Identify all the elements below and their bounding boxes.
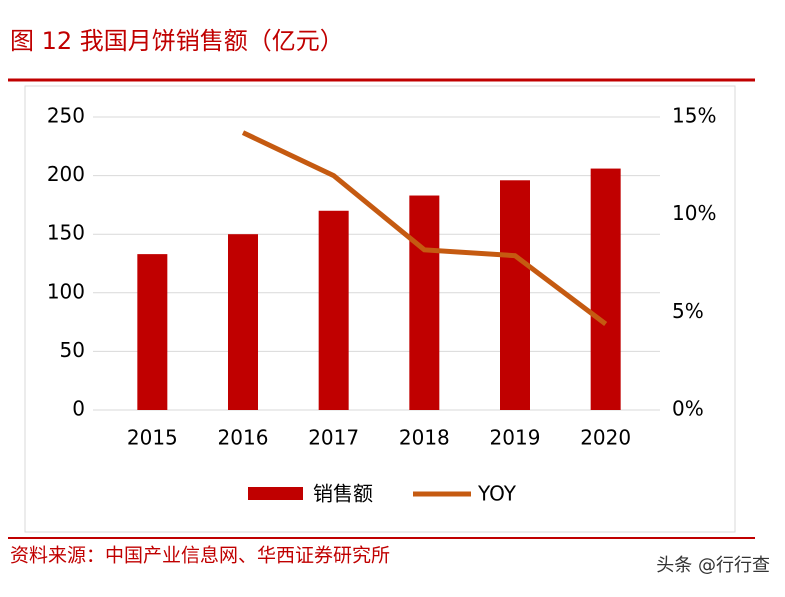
x-tick-label: 2016 bbox=[218, 426, 269, 450]
legend-label: YOY bbox=[477, 482, 517, 506]
y-tick-label: 50 bbox=[60, 338, 85, 362]
title: 图 12 我国月饼销售额（亿元） bbox=[10, 27, 344, 55]
plot: 0 50 100 150 200 250 0% 5% 10% 15% 2015 2016 2017 201… bbox=[47, 104, 717, 506]
x-tick-label: 2018 bbox=[399, 426, 450, 450]
y-tick-label: 250 bbox=[47, 104, 85, 128]
chart-frame bbox=[24, 85, 736, 533]
x-tick-label: 2019 bbox=[490, 426, 541, 450]
y2-tick-label: 10% bbox=[672, 201, 716, 225]
legend-label: 销售额 bbox=[313, 482, 373, 506]
y-tick-label: 0 bbox=[72, 397, 85, 421]
bar bbox=[318, 210, 349, 410]
line bbox=[241, 130, 608, 327]
y-tick-label: 200 bbox=[47, 162, 85, 186]
y-tick-label: 100 bbox=[47, 279, 85, 303]
bar bbox=[228, 234, 258, 410]
y2-tick-label: 0% bbox=[672, 397, 704, 421]
bar bbox=[409, 195, 440, 410]
y2-tick-label: 15% bbox=[672, 104, 716, 128]
x-tick-label: 2015 bbox=[127, 426, 178, 450]
x-tick-label: 2020 bbox=[580, 426, 631, 450]
bar bbox=[500, 180, 530, 410]
source: 资料来源：中国产业信息网、华西证券研究所 bbox=[10, 545, 390, 567]
watermark: 头条 @行行查 bbox=[656, 555, 770, 576]
bar bbox=[590, 168, 621, 410]
bar bbox=[137, 254, 168, 410]
x-tick-label: 2017 bbox=[308, 426, 359, 450]
y2-tick-label: 5% bbox=[672, 299, 704, 323]
legend-swatch bbox=[248, 487, 303, 500]
y-tick-label: 150 bbox=[47, 221, 85, 245]
